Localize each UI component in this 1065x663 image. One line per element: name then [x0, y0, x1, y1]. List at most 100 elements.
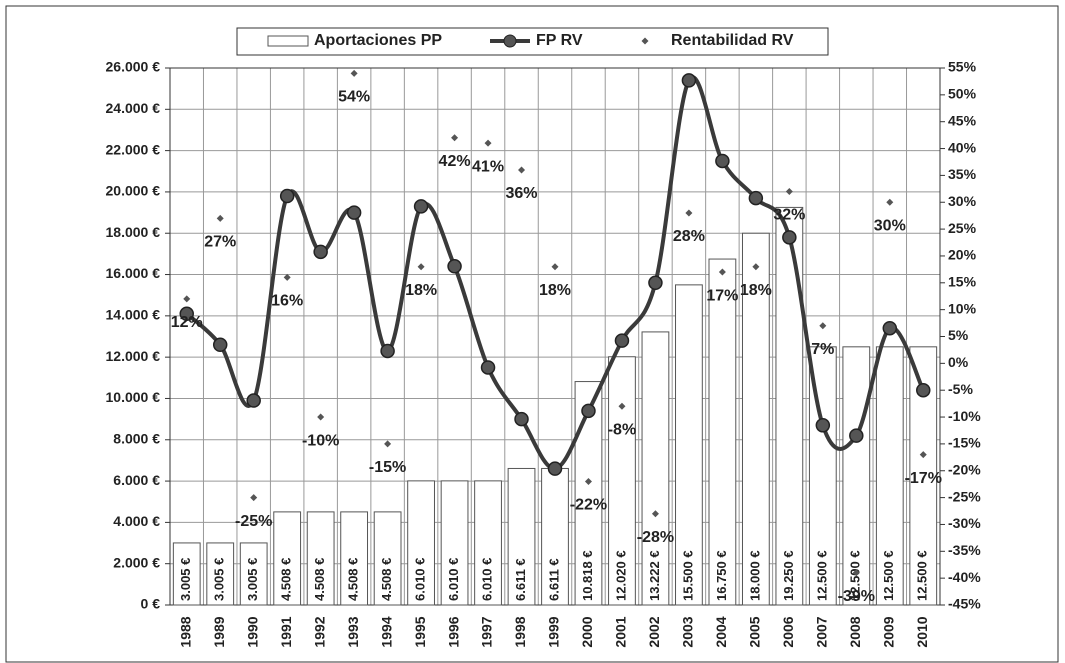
line-point [648, 275, 663, 291]
y2-tick-label: -5% [948, 381, 973, 397]
line-point [815, 418, 831, 433]
y-tick-label: 26.000 € [106, 59, 161, 75]
diamond-marker [183, 295, 191, 303]
bar-value-label: 12.500 € [881, 550, 896, 601]
y2-tick-label: -45% [948, 596, 981, 612]
y2-tick-label: -30% [948, 515, 981, 531]
bar-value-label: 4.508 € [379, 558, 394, 601]
diamond-marker [718, 268, 726, 276]
y2-tick-label: 10% [948, 300, 977, 316]
line-point [782, 230, 797, 245]
diamond-marker [919, 451, 927, 459]
bar [541, 467, 569, 606]
diamond-marker [584, 477, 592, 485]
data-label: -15% [369, 459, 406, 476]
bar [373, 511, 402, 606]
y2-tick-label: 0% [948, 354, 969, 370]
x-tick-label: 2008 [847, 616, 863, 647]
y2-tick-label: 55% [948, 59, 977, 75]
diamond-marker [350, 69, 358, 77]
bar-value-label: 19.250 € [781, 550, 796, 601]
line-point [681, 73, 697, 88]
bar-value-label: 10.818 € [580, 550, 595, 601]
x-tick-label: 2000 [579, 616, 595, 647]
x-tick-label: 2005 [747, 616, 763, 647]
line-point [748, 190, 764, 206]
bar-value-label: 6.611 € [513, 558, 528, 601]
line-point [212, 337, 228, 353]
bar-value-label: 6.611 € [546, 558, 561, 601]
legend-box [236, 27, 829, 56]
diamond-marker [250, 494, 258, 502]
y2-tick-label: -25% [948, 488, 981, 504]
data-label: -10% [302, 432, 339, 449]
bar-value-label: 4.508 € [312, 558, 327, 601]
y-tick-label: 4.000 € [113, 513, 160, 529]
legend-label: Aportaciones PP [314, 32, 442, 49]
diamond-marker [752, 263, 760, 271]
bar [407, 480, 435, 606]
bar-value-label: 3.005 € [178, 558, 193, 601]
y-tick-label: 16.000 € [106, 265, 161, 281]
bar [641, 331, 670, 606]
y2-tick-label: 30% [948, 193, 977, 209]
line-point [547, 461, 563, 476]
diamond-marker [417, 263, 425, 271]
line-point [715, 153, 730, 169]
data-label: -17% [905, 470, 942, 487]
line-point [313, 244, 328, 260]
data-label: 12% [171, 314, 203, 331]
bar-value-label: 4.508 € [346, 558, 361, 601]
x-tick-label: 2006 [780, 616, 796, 647]
y2-tick-label: 40% [948, 139, 977, 155]
diamond-marker [283, 273, 291, 281]
bar [708, 258, 737, 606]
x-tick-label: 2009 [880, 616, 896, 647]
x-tick-label: 1992 [311, 616, 327, 647]
bar [206, 542, 235, 606]
line-point [916, 382, 931, 398]
x-tick-label: 1997 [479, 616, 495, 647]
bar-value-label: 15.500 € [680, 550, 695, 601]
legend-swatch [267, 35, 309, 47]
diamond-marker [685, 209, 693, 217]
bar [172, 542, 201, 606]
bar-value-label: 6.010 € [413, 558, 428, 601]
bar [340, 511, 369, 606]
diamond-marker [785, 188, 793, 196]
x-tick-label: 1993 [345, 616, 361, 647]
x-tick-label: 2003 [680, 616, 696, 647]
bar-value-label: 16.750 € [714, 550, 729, 601]
diamond-marker [317, 413, 325, 421]
line-point [581, 403, 596, 419]
y-tick-label: 22.000 € [106, 141, 161, 157]
diamond-marker [819, 322, 827, 330]
legend-swatch [641, 37, 649, 45]
y2-tick-label: 15% [948, 274, 977, 290]
x-tick-label: 1988 [177, 616, 193, 647]
data-label: 16% [271, 293, 303, 310]
data-label: 54% [338, 89, 370, 106]
x-tick-label: 1991 [278, 616, 294, 647]
y-tick-label: 6.000 € [113, 472, 160, 488]
legend-swatch-point [503, 34, 517, 48]
data-label: 17% [706, 287, 738, 304]
legend-label: Rentabilidad RV [671, 32, 794, 49]
data-label: -28% [637, 529, 674, 546]
y2-tick-label: -20% [948, 461, 981, 477]
bar-value-label: 12.500 € [848, 550, 863, 601]
bar [239, 542, 268, 606]
x-tick-label: 1998 [512, 616, 528, 647]
data-label: 32% [773, 207, 805, 224]
bar-value-label: 6.010 € [479, 558, 494, 601]
bar [273, 511, 302, 606]
x-tick-label: 1999 [546, 616, 562, 647]
y-tick-label: 14.000 € [106, 307, 161, 323]
y2-tick-label: -10% [948, 408, 981, 424]
data-label: -22% [570, 497, 607, 514]
data-label: 18% [740, 282, 772, 299]
bar-value-label: 3.005 € [245, 558, 260, 601]
x-tick-label: 2004 [713, 616, 729, 647]
data-label: 28% [673, 228, 705, 245]
bar-value-label: 6.010 € [446, 558, 461, 601]
